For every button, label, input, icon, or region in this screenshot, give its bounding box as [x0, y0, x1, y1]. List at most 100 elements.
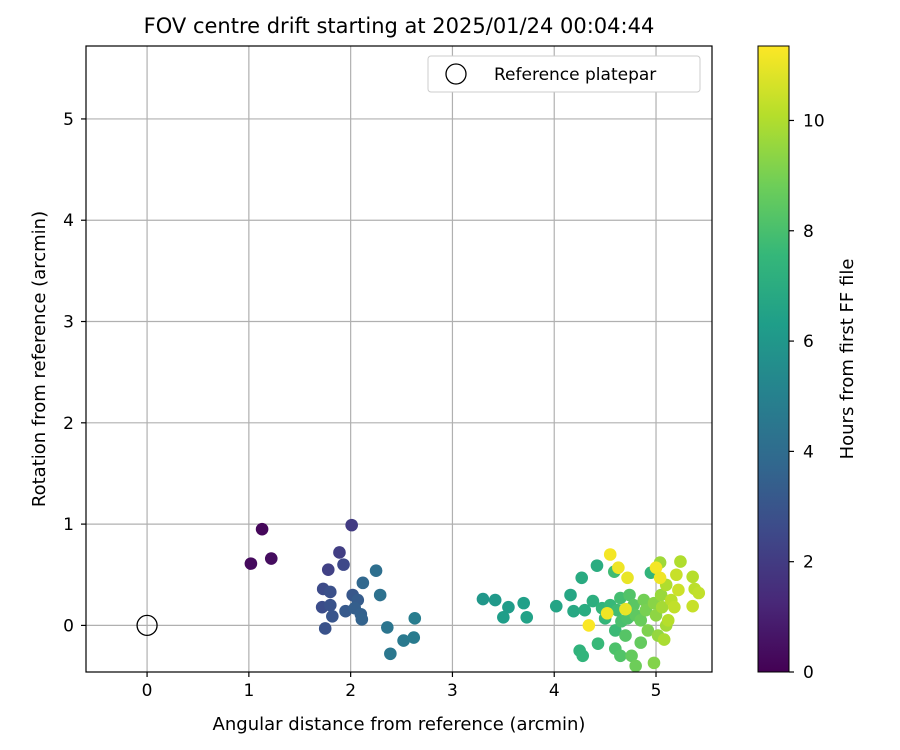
data-point — [337, 558, 350, 571]
data-points — [244, 518, 706, 673]
data-point — [323, 598, 337, 612]
data-point — [603, 548, 617, 561]
plot-frame — [85, 45, 713, 673]
data-point — [318, 622, 332, 635]
y-tick-label: 3 — [63, 313, 74, 333]
data-point — [686, 570, 699, 584]
data-point — [323, 585, 337, 599]
colorbar-tick-label: 6 — [803, 332, 814, 352]
data-point — [612, 561, 625, 574]
colorbar-ticks: 0 2 4 6 8 10 — [789, 111, 825, 683]
y-tick-label: 5 — [63, 110, 74, 130]
data-point — [637, 593, 651, 607]
plot-area: 0 1 2 3 4 5 0 1 2 3 4 5 — [63, 45, 713, 701]
data-point — [497, 611, 510, 624]
colorbar-label: Hours from first FF file — [837, 259, 858, 460]
data-point — [476, 592, 490, 606]
x-tick-label: 3 — [447, 681, 458, 701]
data-point — [621, 571, 634, 585]
data-point — [321, 563, 335, 576]
data-point — [384, 647, 397, 661]
data-point — [591, 637, 605, 650]
data-point — [641, 624, 655, 637]
x-tick-label: 2 — [345, 681, 356, 701]
data-point — [590, 559, 604, 572]
colorbar-tick-label: 2 — [803, 553, 814, 573]
grid — [86, 46, 712, 672]
data-point — [255, 522, 269, 536]
y-axis-label: Rotation from reference (arcmin) — [29, 211, 50, 507]
data-point — [564, 588, 577, 602]
data-point — [356, 576, 370, 590]
data-point — [625, 649, 638, 663]
colorbar-gradient — [757, 45, 790, 673]
data-point — [345, 518, 358, 532]
data-point — [586, 594, 600, 608]
data-point — [619, 629, 632, 642]
data-point — [369, 564, 383, 578]
colorbar-tick-label: 0 — [803, 663, 814, 683]
legend: Reference platepar — [427, 55, 701, 93]
data-point — [672, 583, 685, 597]
chart-title: FOV centre drift starting at 2025/01/24 … — [144, 14, 655, 38]
data-point — [397, 634, 410, 647]
data-point — [380, 621, 394, 634]
data-point — [623, 588, 636, 602]
y-tick-label: 2 — [63, 414, 74, 434]
y-tick-label: 1 — [63, 515, 74, 535]
data-point — [502, 600, 515, 614]
data-point — [355, 613, 369, 626]
data-point — [634, 636, 648, 649]
data-point — [661, 614, 675, 627]
data-point — [520, 611, 534, 624]
x-tick-label: 4 — [549, 681, 560, 701]
y-tick-label: 4 — [63, 211, 74, 231]
reference-point — [136, 614, 158, 637]
legend-marker-icon — [445, 63, 467, 85]
y-tick-label: 0 — [63, 616, 74, 636]
legend-label: Reference platepar — [494, 65, 656, 85]
data-point — [488, 593, 502, 607]
data-point — [639, 603, 653, 617]
data-point — [654, 588, 668, 602]
data-point — [567, 604, 580, 618]
data-point — [582, 619, 596, 632]
data-point — [600, 606, 614, 620]
data-point — [408, 612, 422, 625]
data-point — [629, 659, 642, 673]
data-point — [575, 571, 589, 585]
data-point — [653, 571, 667, 585]
colorbar-tick-label: 8 — [803, 222, 814, 242]
data-point — [634, 614, 648, 627]
data-point — [647, 656, 661, 670]
x-tick-label: 1 — [243, 681, 254, 701]
data-point — [649, 561, 663, 574]
data-point — [655, 600, 669, 614]
data-point — [373, 588, 387, 602]
data-point — [609, 624, 622, 637]
data-point — [670, 568, 683, 582]
data-point — [692, 586, 706, 600]
data-point — [517, 596, 530, 610]
data-point — [407, 631, 421, 644]
colorbar: 0 2 4 6 8 10 Hours from first FF file — [757, 45, 858, 683]
x-axis-ticks: 0 1 2 3 4 5 — [142, 672, 662, 701]
data-point — [657, 633, 671, 646]
y-axis-ticks: 0 1 2 3 4 5 — [63, 110, 86, 636]
data-point — [333, 546, 346, 559]
data-point — [326, 609, 339, 623]
data-point — [619, 602, 632, 616]
x-axis-label: Angular distance from reference (arcmin) — [213, 714, 586, 735]
colorbar-tick-label: 10 — [803, 111, 825, 131]
data-point — [668, 600, 681, 614]
x-tick-label: 5 — [651, 681, 662, 701]
data-point — [244, 557, 258, 570]
colorbar-tick-label: 4 — [803, 442, 814, 462]
data-point — [578, 603, 592, 617]
data-point — [264, 552, 278, 565]
x-tick-label: 0 — [142, 681, 153, 701]
data-point — [614, 649, 627, 663]
data-point — [576, 649, 590, 663]
legend-box — [427, 55, 701, 93]
